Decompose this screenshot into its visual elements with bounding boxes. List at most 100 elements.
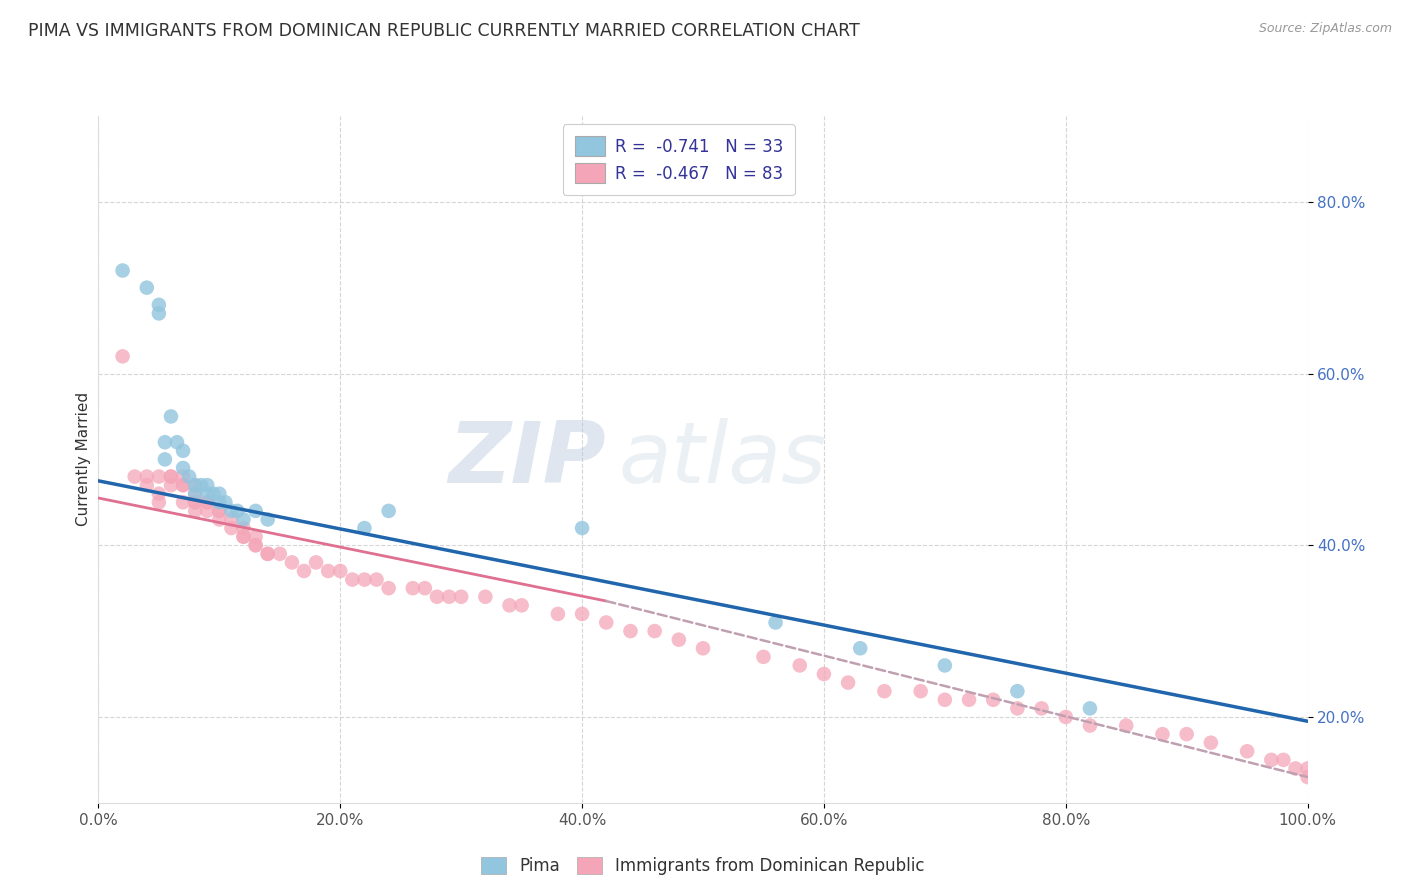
Point [160, 478, 183, 492]
Point [849, 641, 872, 656]
Point [148, 306, 170, 320]
Point [1007, 701, 1029, 715]
Point [153, 435, 176, 450]
Point [1236, 744, 1258, 758]
Point [202, 487, 225, 501]
Point [1031, 701, 1053, 715]
Point [184, 478, 207, 492]
Point [232, 530, 254, 544]
Point [208, 504, 231, 518]
Point [292, 564, 315, 578]
Point [329, 564, 352, 578]
Point [450, 590, 472, 604]
Point [208, 504, 231, 518]
Point [256, 512, 278, 526]
Point [668, 632, 690, 647]
Point [232, 521, 254, 535]
Point [160, 409, 183, 424]
Point [377, 504, 399, 518]
Point [172, 469, 194, 483]
Legend: Pima, Immigrants from Dominican Republic: Pima, Immigrants from Dominican Republic [472, 849, 934, 884]
Point [160, 469, 183, 483]
Point [692, 641, 714, 656]
Point [172, 478, 194, 492]
Point [413, 581, 436, 595]
Point [402, 581, 425, 595]
Point [1260, 753, 1282, 767]
Text: PIMA VS IMMIGRANTS FROM DOMINICAN REPUBLIC CURRENTLY MARRIED CORRELATION CHART: PIMA VS IMMIGRANTS FROM DOMINICAN REPUBL… [28, 22, 860, 40]
Point [813, 667, 835, 681]
Point [124, 469, 146, 483]
Y-axis label: Currently Married: Currently Married [76, 392, 91, 526]
Point [316, 564, 339, 578]
Point [281, 555, 304, 570]
Point [184, 504, 207, 518]
Point [148, 469, 170, 483]
Point [981, 692, 1004, 706]
Point [135, 469, 157, 483]
Point [1296, 770, 1319, 784]
Point [498, 599, 520, 613]
Point [177, 469, 201, 483]
Point [153, 452, 176, 467]
Point [245, 530, 267, 544]
Point [184, 478, 207, 492]
Point [1054, 710, 1077, 724]
Point [245, 504, 267, 518]
Point [366, 573, 388, 587]
Point [1078, 718, 1101, 732]
Point [1175, 727, 1198, 741]
Point [644, 624, 666, 639]
Point [172, 461, 194, 475]
Text: atlas: atlas [619, 417, 827, 501]
Point [426, 590, 449, 604]
Point [837, 675, 859, 690]
Point [195, 495, 218, 509]
Point [256, 547, 278, 561]
Point [221, 504, 243, 518]
Point [571, 521, 593, 535]
Point [195, 504, 218, 518]
Point [232, 530, 254, 544]
Point [135, 478, 157, 492]
Point [1007, 684, 1029, 698]
Point [148, 487, 170, 501]
Point [195, 487, 218, 501]
Point [510, 599, 533, 613]
Point [910, 684, 932, 698]
Point [148, 298, 170, 312]
Point [111, 350, 134, 364]
Point [184, 495, 207, 509]
Point [1284, 761, 1306, 775]
Point [184, 495, 207, 509]
Point [221, 512, 243, 526]
Point [148, 495, 170, 509]
Point [595, 615, 617, 630]
Point [226, 504, 249, 518]
Point [232, 512, 254, 526]
Point [166, 435, 188, 450]
Point [342, 573, 364, 587]
Point [1078, 701, 1101, 715]
Point [221, 521, 243, 535]
Point [172, 478, 194, 492]
Point [208, 487, 231, 501]
Point [934, 692, 956, 706]
Point [305, 555, 328, 570]
Point [111, 263, 134, 277]
Point [245, 538, 267, 552]
Point [172, 495, 194, 509]
Point [208, 495, 231, 509]
Point [190, 478, 212, 492]
Point [437, 590, 460, 604]
Point [1152, 727, 1174, 741]
Point [377, 581, 399, 595]
Point [172, 443, 194, 458]
Point [256, 547, 278, 561]
Point [353, 573, 375, 587]
Point [789, 658, 811, 673]
Point [873, 684, 896, 698]
Point [1296, 761, 1319, 775]
Point [547, 607, 569, 621]
Point [752, 649, 775, 664]
